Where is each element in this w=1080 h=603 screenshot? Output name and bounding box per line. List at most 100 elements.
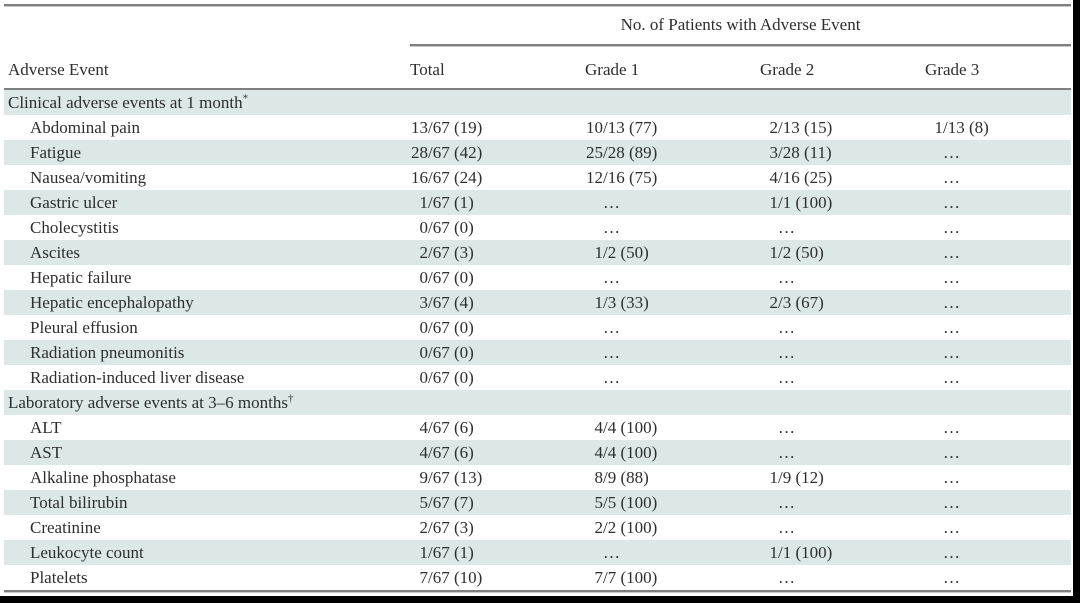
section-label: Clinical adverse events at 1 month* [8,92,249,112]
table-bottom-rule [4,590,1071,592]
cell-grade2: … [778,418,795,437]
row-label: Creatinine [30,518,101,537]
cell-grade3: … [943,518,960,537]
column-header-total: Total [410,60,445,79]
cell-total: 5/67 (7) [419,493,474,512]
cell-grade2: … [778,343,795,362]
column-header-grade1: Grade 1 [585,60,640,79]
table-row: Fatigue 28/67 (42) 25/28 (89) 3/28 (11) … [4,140,1071,165]
cell-grade1: 5/5 (100) [594,493,658,512]
cell-grade3: … [943,568,960,587]
cell-grade1: 2/2 (100) [594,518,658,537]
cell-total: 2/67 (3) [419,243,474,262]
cell-grade2: … [778,268,795,287]
column-header-row: Adverse Event Total Grade 1 Grade 2 Grad… [4,46,1071,88]
table-row: Radiation-induced liver disease 0/67 (0)… [4,365,1071,390]
cell-grade1: 8/9 (88) [594,468,649,487]
table-row: Ascites 2/67 (3) 1/2 (50) 1/2 (50) … [4,240,1071,265]
cell-grade3: … [943,318,960,337]
table-row: AST 4/67 (6) 4/4 (100) … … [4,440,1071,465]
cell-total: 13/67 (19) [411,118,483,137]
row-label: AST [30,443,63,462]
cell-total: 16/67 (24) [411,168,483,187]
table-row: Hepatic encephalopathy 3/67 (4) 1/3 (33)… [4,290,1071,315]
table-row: Abdominal pain 13/67 (19) 10/13 (77) 2/1… [4,115,1071,140]
cell-grade1: … [603,343,620,362]
section-label: Laboratory adverse events at 3–6 months† [8,392,294,412]
cell-grade3: … [943,543,960,562]
table-body: Clinical adverse events at 1 month* Abdo… [4,90,1071,590]
table-row: Gastric ulcer 1/67 (1) … 1/1 (100) … [4,190,1071,215]
table-row: Platelets 7/67 (10) 7/7 (100) … … [4,565,1071,590]
cell-grade2: … [778,443,795,462]
cell-grade1: … [603,543,620,562]
spanning-header-rule [410,44,1071,46]
cell-grade2: 2/3 (67) [769,293,824,312]
cell-grade3: … [943,368,960,387]
cell-total: 2/67 (3) [419,518,474,537]
table-row: Cholecystitis 0/67 (0) … … … [4,215,1071,240]
cell-grade3: … [943,218,960,237]
cell-total: 0/67 (0) [419,268,474,287]
row-label: Pleural effusion [30,318,138,337]
table-row: Pleural effusion 0/67 (0) … … … [4,315,1071,340]
spanning-header: No. of Patients with Adverse Event [620,15,861,34]
row-label: Cholecystitis [30,218,119,237]
cell-total: 1/67 (1) [419,193,474,212]
cell-grade1: 10/13 (77) [586,118,658,137]
row-label: Hepatic encephalopathy [30,293,194,312]
column-header-adverse-event: Adverse Event [8,60,109,79]
table-row: Nausea/vomiting 16/67 (24) 12/16 (75) 4/… [4,165,1071,190]
cell-total: 0/67 (0) [419,318,474,337]
cell-grade2: 1/2 (50) [769,243,824,262]
row-label: Leukocyte count [30,543,144,562]
cell-grade2: 1/1 (100) [769,543,833,562]
footnote-marker: † [287,392,294,405]
cell-grade3: … [943,343,960,362]
row-label: Radiation-induced liver disease [30,368,245,387]
footnote-marker: * [242,92,249,105]
cell-grade1: 7/7 (100) [594,568,658,587]
row-label: Total bilirubin [30,493,128,512]
cell-grade2: … [778,218,795,237]
row-label: Abdominal pain [30,118,141,137]
spanning-header-row: No. of Patients with Adverse Event [4,6,1071,44]
table-row: ALT 4/67 (6) 4/4 (100) … … [4,415,1071,440]
cell-grade2: 1/1 (100) [769,193,833,212]
cell-grade1: … [603,193,620,212]
cell-grade1: 1/2 (50) [594,243,649,262]
header-bottom-rule [4,88,1071,90]
table-row: Creatinine 2/67 (3) 2/2 (100) … … [4,515,1071,540]
cell-grade1: … [603,268,620,287]
cell-total: 4/67 (6) [419,443,474,462]
cell-total: 4/67 (6) [419,418,474,437]
cell-grade1: 4/4 (100) [594,443,658,462]
row-label: Hepatic failure [30,268,132,287]
cell-total: 0/67 (0) [419,368,474,387]
cell-grade2: 1/9 (12) [769,468,824,487]
cell-grade3: … [943,418,960,437]
table-row: Radiation pneumonitis 0/67 (0) … … … [4,340,1071,365]
cell-grade2: 3/28 (11) [769,143,832,162]
cell-grade3: … [943,468,960,487]
frame-bottom-edge [0,596,1080,603]
cell-total: 0/67 (0) [419,343,474,362]
row-label: Radiation pneumonitis [30,343,185,362]
cell-grade3: … [943,193,960,212]
row-label: Ascites [30,243,81,262]
cell-grade2: … [778,318,795,337]
cell-grade2: … [778,568,795,587]
table-row: Total bilirubin 5/67 (7) 5/5 (100) … … [4,490,1071,515]
cell-grade1: … [603,218,620,237]
frame-right-edge [1073,0,1080,603]
cell-grade1: 4/4 (100) [594,418,658,437]
cell-grade1: 25/28 (89) [586,143,658,162]
cell-grade1: 1/3 (33) [594,293,649,312]
cell-grade3: … [943,268,960,287]
cell-grade3: … [943,143,960,162]
cell-grade1: … [603,368,620,387]
cell-total: 3/67 (4) [419,293,474,312]
row-label: Platelets [30,568,88,587]
cell-grade1: … [603,318,620,337]
cell-grade2: … [778,518,795,537]
